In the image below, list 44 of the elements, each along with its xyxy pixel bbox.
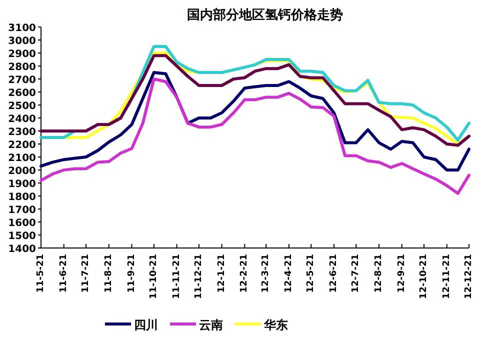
y-tick-label: 2100 [8, 153, 36, 164]
y-tick-label: 2000 [8, 166, 36, 177]
x-tick-label: 11-10-21 [148, 254, 159, 300]
legend-label: 四川 [134, 318, 158, 332]
y-tick-label: 2900 [8, 49, 36, 60]
y-tick-label: 2200 [8, 140, 36, 151]
x-tick-label: 12-12-21 [464, 254, 474, 300]
x-tick-label: 12-9-21 [396, 254, 407, 293]
y-tick-label: 2800 [8, 62, 36, 73]
x-tick-label: 12-6-21 [328, 254, 339, 293]
y-tick-label: 1800 [8, 192, 36, 203]
x-tick-label: 11-12-21 [194, 254, 204, 300]
y-tick-label: 3100 [8, 23, 36, 34]
y-tick-label: 2600 [8, 88, 36, 99]
x-tick-label: 11-11-21 [172, 254, 182, 300]
line-series [40, 78, 470, 195]
x-tick-label: 11-8-21 [104, 254, 114, 293]
x-tick-label: 12-8-21 [374, 254, 384, 293]
line-series [40, 71, 470, 172]
x-tick-label: 12-4-21 [284, 254, 294, 293]
x-tick-label: 12-10-21 [418, 254, 429, 300]
x-tick-label: 12-7-21 [351, 254, 362, 293]
x-tick-label: 11-9-21 [126, 254, 137, 293]
x-tick-label: 12-11-21 [442, 254, 452, 300]
y-tick-label: 3000 [8, 36, 36, 47]
legend-label: 云南 [199, 318, 223, 332]
y-tick-label: 1600 [8, 218, 36, 229]
y-tick-label: 2400 [8, 114, 36, 125]
x-tick-label: 12-5-21 [306, 254, 316, 293]
x-tick-label: 12-2-21 [240, 254, 250, 293]
x-tick-label: 12-3-21 [261, 254, 272, 293]
y-tick-label: 1500 [8, 231, 36, 242]
y-tick-label: 2500 [8, 101, 36, 112]
y-tick-label: 2700 [8, 75, 36, 86]
y-tick-label: 1700 [8, 205, 36, 216]
legend-label: 华东 [263, 318, 288, 332]
x-tick-label: 11-6-21 [58, 254, 69, 293]
chart-title: 国内部分地区氢钙价格走势 [187, 7, 343, 23]
y-tick-label: 2300 [8, 127, 36, 138]
y-tick-label: 1900 [8, 179, 36, 190]
y-tick-label: 1400 [8, 244, 36, 255]
x-tick-label: 12-1-21 [216, 254, 227, 293]
x-tick-label: 11-7-21 [81, 254, 92, 293]
x-tick-label: 11-5-21 [36, 254, 46, 293]
